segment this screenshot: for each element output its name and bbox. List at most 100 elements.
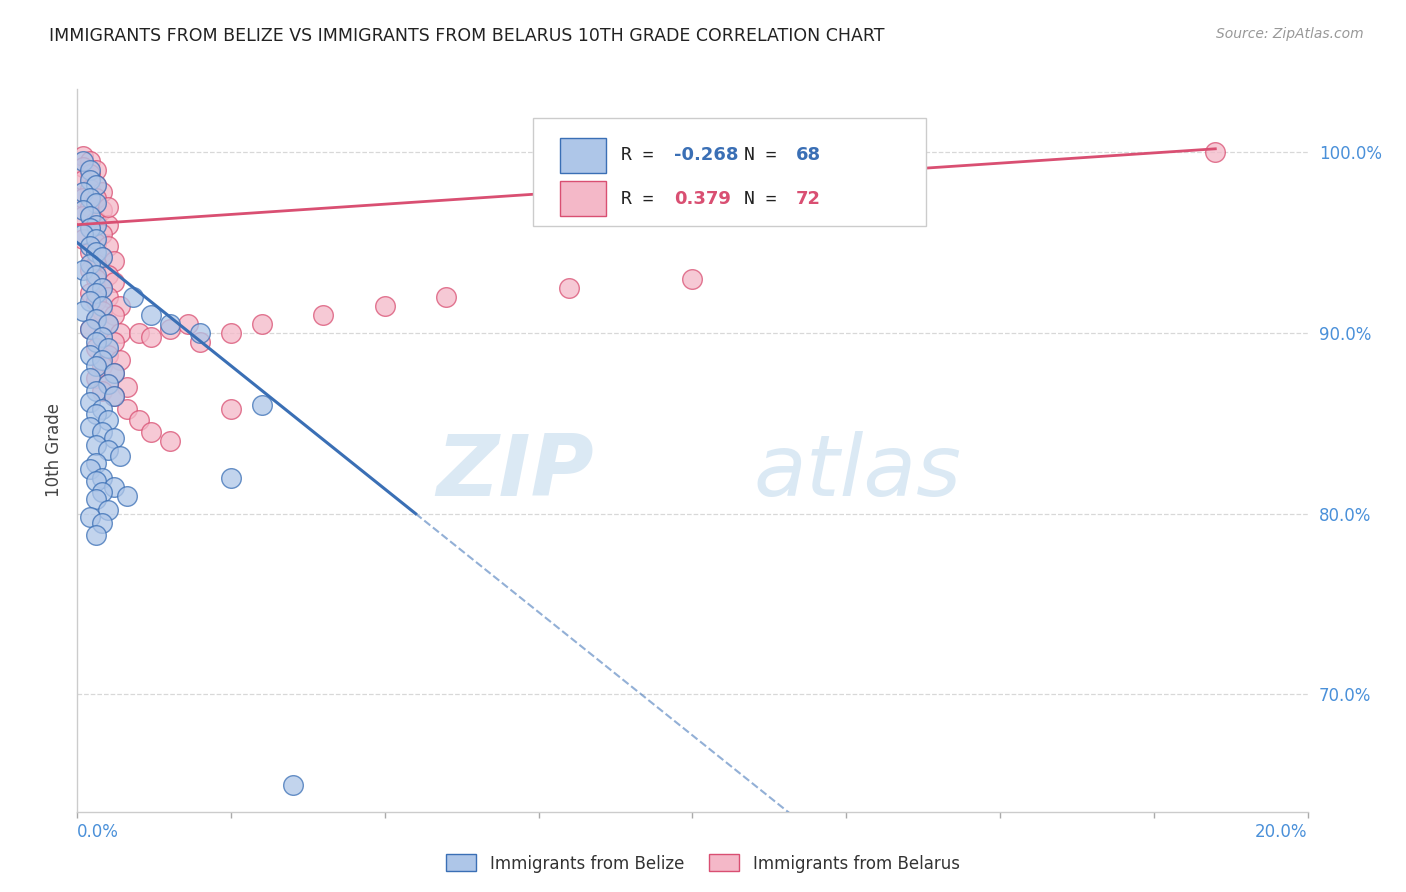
Point	[79, 200, 101, 214]
Point	[90, 384, 114, 398]
Point	[84, 456, 107, 470]
Point	[141, 329, 163, 343]
Point	[84, 384, 107, 398]
FancyBboxPatch shape	[560, 138, 606, 173]
Point	[115, 380, 138, 394]
Point	[219, 470, 242, 484]
Point	[90, 203, 114, 218]
Point	[84, 218, 107, 232]
Point	[90, 329, 114, 343]
Point	[79, 221, 101, 235]
Point	[219, 401, 242, 416]
Point	[97, 348, 120, 362]
Point	[110, 449, 132, 463]
Point	[84, 244, 107, 259]
Text: 72: 72	[796, 190, 821, 208]
Point	[72, 227, 94, 241]
Text: 68: 68	[796, 146, 821, 164]
Point	[90, 304, 114, 318]
Point	[84, 268, 107, 283]
Point	[84, 178, 107, 192]
Point	[79, 181, 101, 195]
Text: 20.0%: 20.0%	[1256, 822, 1308, 840]
Point	[103, 253, 125, 268]
Point	[128, 326, 150, 340]
Point	[84, 528, 107, 542]
Point	[72, 172, 94, 186]
Point	[281, 778, 304, 792]
Point	[90, 185, 114, 199]
Point	[84, 272, 107, 286]
Point	[79, 286, 101, 301]
Point	[97, 376, 120, 391]
Point	[84, 293, 107, 308]
Point	[79, 371, 101, 385]
Point	[374, 299, 396, 313]
Point	[103, 389, 125, 403]
Point	[84, 341, 107, 355]
Point	[90, 470, 114, 484]
Point	[72, 203, 94, 218]
Point	[79, 420, 101, 434]
Point	[97, 317, 120, 331]
Point	[72, 160, 94, 174]
Point	[97, 376, 120, 391]
Point	[72, 185, 94, 199]
Point	[97, 290, 120, 304]
Point	[79, 209, 101, 223]
Point	[72, 262, 94, 277]
Point	[84, 286, 107, 301]
Point	[103, 389, 125, 403]
Point	[90, 250, 114, 264]
Point	[90, 485, 114, 500]
FancyBboxPatch shape	[533, 118, 927, 227]
FancyBboxPatch shape	[560, 181, 606, 216]
Point	[79, 239, 101, 253]
Point	[312, 308, 335, 322]
Point	[97, 341, 120, 355]
Point	[79, 394, 101, 409]
Point	[72, 149, 94, 163]
Point	[159, 434, 181, 449]
Point	[103, 366, 125, 380]
Point	[103, 308, 125, 322]
Y-axis label: 10th Grade: 10th Grade	[45, 403, 63, 498]
Point	[103, 334, 125, 349]
Point	[90, 227, 114, 241]
Point	[188, 334, 212, 349]
Point	[79, 348, 101, 362]
Point	[84, 196, 107, 211]
Point	[103, 366, 125, 380]
Legend: Immigrants from Belize, Immigrants from Belarus: Immigrants from Belize, Immigrants from …	[440, 847, 966, 880]
Text: 0.379: 0.379	[673, 190, 731, 208]
Text: N =: N =	[744, 190, 787, 208]
Point	[79, 262, 101, 277]
Point	[84, 232, 107, 246]
Point	[250, 317, 273, 331]
Point	[103, 431, 125, 445]
Point	[159, 317, 181, 331]
Point	[90, 425, 114, 440]
Point	[97, 268, 120, 283]
Point	[90, 299, 114, 313]
Point	[84, 257, 107, 271]
Text: N =: N =	[744, 146, 787, 164]
Point	[79, 244, 101, 259]
Point	[79, 293, 101, 308]
Point	[84, 492, 107, 507]
Point	[79, 172, 101, 186]
Point	[79, 221, 101, 235]
Point	[90, 516, 114, 530]
Text: -0.268: -0.268	[673, 146, 738, 164]
Point	[72, 190, 94, 204]
Text: 0.0%: 0.0%	[77, 822, 120, 840]
Point	[84, 371, 107, 385]
Point	[115, 401, 138, 416]
Point	[79, 276, 101, 290]
Point	[84, 163, 107, 178]
Text: IMMIGRANTS FROM BELIZE VS IMMIGRANTS FROM BELARUS 10TH GRADE CORRELATION CHART: IMMIGRANTS FROM BELIZE VS IMMIGRANTS FRO…	[49, 27, 884, 45]
Text: R =: R =	[621, 190, 675, 208]
Point	[84, 438, 107, 452]
Point	[72, 304, 94, 318]
Point	[79, 190, 101, 204]
